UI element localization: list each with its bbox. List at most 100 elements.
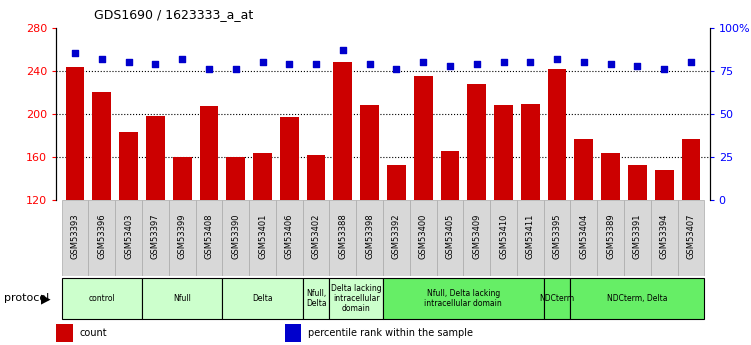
Text: GSM53401: GSM53401 [258,214,267,259]
Text: GSM53396: GSM53396 [98,214,107,259]
Text: GSM53409: GSM53409 [472,214,481,259]
Bar [200,106,219,329]
Text: NDCterm: NDCterm [539,294,575,303]
Bar [628,165,647,329]
Text: GSM53410: GSM53410 [499,214,508,259]
Point [444,63,456,68]
Point [658,66,670,72]
Text: GSM53398: GSM53398 [365,214,374,259]
Bar [253,152,272,329]
Point [149,61,161,67]
Point [203,66,215,72]
Point [257,59,269,65]
Bar [333,62,352,329]
Bar [677,200,704,276]
Text: GSM53404: GSM53404 [579,214,588,259]
Text: control: control [89,294,115,303]
Text: GSM53388: GSM53388 [339,214,348,259]
Bar [65,68,84,329]
Text: GSM53395: GSM53395 [553,214,562,259]
Bar [360,105,379,329]
Bar [356,200,383,276]
Text: GSM53391: GSM53391 [633,214,642,259]
Text: GSM53411: GSM53411 [526,214,535,259]
Bar [306,155,325,329]
Text: Delta lacking
intracellular
domain: Delta lacking intracellular domain [331,284,382,313]
Point [176,56,189,61]
Bar [119,132,138,329]
Bar [226,157,245,329]
Bar [624,200,651,276]
Bar [169,200,195,276]
Point [230,66,242,72]
Text: Delta: Delta [252,294,273,303]
Text: GSM53407: GSM53407 [686,214,695,259]
Text: GSM53399: GSM53399 [178,214,187,259]
Bar [655,170,674,329]
Text: protocol: protocol [4,294,49,303]
Bar [89,200,115,276]
Text: GSM53397: GSM53397 [151,214,160,259]
Text: GSM53408: GSM53408 [204,214,213,259]
Bar [222,200,249,276]
Point [605,61,617,67]
Bar [62,278,142,319]
Bar [173,157,192,329]
Point [524,59,536,65]
Point [310,61,322,67]
Point [122,59,134,65]
Text: Nfull, Delta lacking
intracellular domain: Nfull, Delta lacking intracellular domai… [424,289,502,308]
Bar [115,200,142,276]
Point [69,51,81,56]
Bar [142,278,222,319]
Bar [441,150,460,329]
Bar [62,200,89,276]
Text: percentile rank within the sample: percentile rank within the sample [308,328,473,338]
Bar [330,278,383,319]
Text: NDCterm, Delta: NDCterm, Delta [607,294,668,303]
Text: ▶: ▶ [41,292,51,305]
Bar [56,324,73,342]
Bar [249,200,276,276]
Point [632,63,644,68]
Bar [467,84,486,329]
Point [96,56,108,61]
Text: Nfull: Nfull [173,294,191,303]
Bar [92,92,111,329]
Bar [436,200,463,276]
Text: GSM53403: GSM53403 [124,214,133,259]
Bar [682,139,701,329]
Point [417,59,429,65]
Bar [547,69,566,329]
Bar [494,105,513,329]
Bar [517,200,544,276]
Bar [544,278,571,319]
Point [391,66,403,72]
Text: GSM53394: GSM53394 [659,214,668,259]
Bar [222,278,303,319]
Bar [651,200,677,276]
Bar [303,200,330,276]
Bar [571,278,704,319]
Bar [571,200,597,276]
Text: Nfull,
Delta: Nfull, Delta [306,289,327,308]
Text: GDS1690 / 1623333_a_at: GDS1690 / 1623333_a_at [94,8,253,21]
Bar [410,200,436,276]
Bar [142,200,169,276]
Text: GSM53393: GSM53393 [71,214,80,259]
Bar [303,278,330,319]
Text: GSM53389: GSM53389 [606,214,615,259]
Text: GSM53406: GSM53406 [285,214,294,259]
Bar [383,278,544,319]
Bar [490,200,517,276]
Bar [280,117,299,329]
Text: GSM53392: GSM53392 [392,214,401,259]
Bar [602,152,620,329]
Point [551,56,563,61]
Bar [146,116,164,329]
Bar [387,165,406,329]
Point [497,59,509,65]
Text: GSM53390: GSM53390 [231,214,240,259]
Text: GSM53400: GSM53400 [418,214,427,259]
Point [337,47,349,53]
